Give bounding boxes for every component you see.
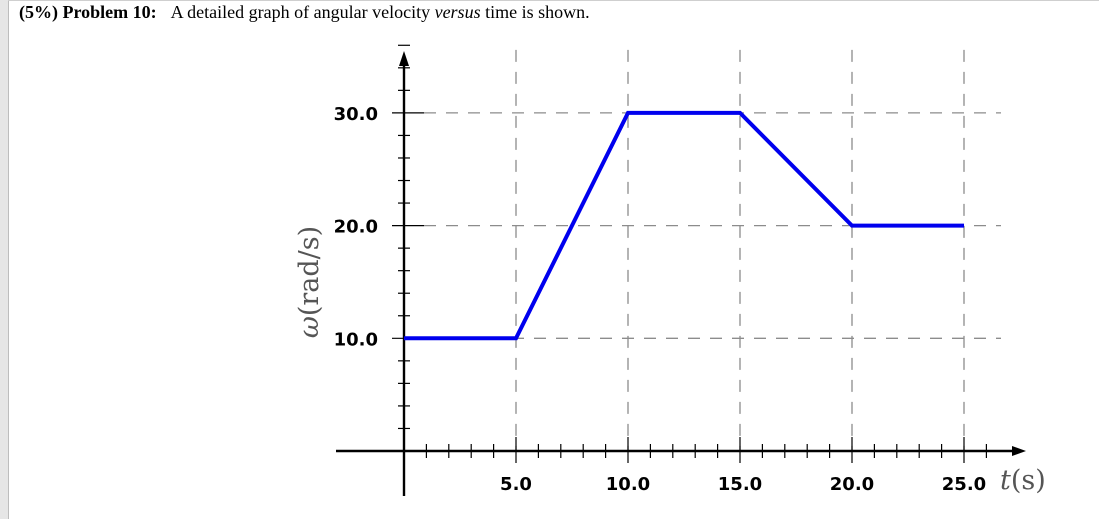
x-axis-arrow <box>1012 446 1026 456</box>
problem-text-end: time is shown. <box>480 2 590 22</box>
data-series <box>404 110 964 341</box>
y-axis-title: ω(rad/s) <box>294 226 325 338</box>
x-axis-label: t(s) <box>1000 465 1046 496</box>
y-tick-label: 10.0 <box>334 329 378 350</box>
x-axis-unit: (s) <box>1011 465 1046 496</box>
problem-text-italic: versus <box>434 2 481 22</box>
x-tick-label: 20.0 <box>830 474 874 495</box>
tick-marks <box>392 44 988 463</box>
left-margin-bar <box>0 0 9 519</box>
x-axis-title: t(s) <box>1000 465 1046 496</box>
problem-number: Problem 10: <box>62 2 157 22</box>
top-border <box>8 0 1099 1</box>
y-tick-label: 30.0 <box>334 104 378 125</box>
y-axis-label: ω(rad/s) <box>294 226 325 338</box>
x-tick-label: 5.0 <box>500 474 532 495</box>
problem-percent: (5%) <box>19 2 58 22</box>
grid-lines <box>424 49 1001 451</box>
problem-text-start: A detailed graph of angular velocity <box>170 2 435 22</box>
y-axis-symbol: ω <box>294 316 325 338</box>
x-tick-label: 15.0 <box>718 474 762 495</box>
y-tick-label: 20.0 <box>334 217 378 238</box>
x-tick-label: 10.0 <box>606 474 650 495</box>
problem-header: (5%) Problem 10: A detailed graph of angu… <box>19 2 590 23</box>
y-axis-unit: (rad/s) <box>294 226 325 316</box>
x-tick-label: 25.0 <box>942 474 986 495</box>
left-margin-border <box>8 0 9 519</box>
series-line <box>404 110 964 341</box>
x-axis-symbol: t <box>1000 465 1011 496</box>
tick-labels: 5.0 10.0 15.0 20.0 25.0 10.0 20.0 30.0 <box>334 104 987 495</box>
axes <box>336 51 1026 496</box>
y-axis-arrow <box>399 51 409 66</box>
